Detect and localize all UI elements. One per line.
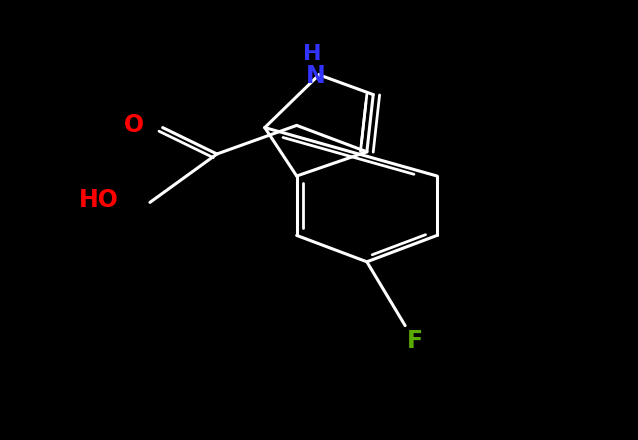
Text: HO: HO bbox=[79, 188, 119, 212]
Text: F: F bbox=[406, 329, 423, 353]
Text: H: H bbox=[304, 44, 322, 64]
Text: N: N bbox=[306, 64, 325, 88]
Text: O: O bbox=[124, 114, 144, 137]
